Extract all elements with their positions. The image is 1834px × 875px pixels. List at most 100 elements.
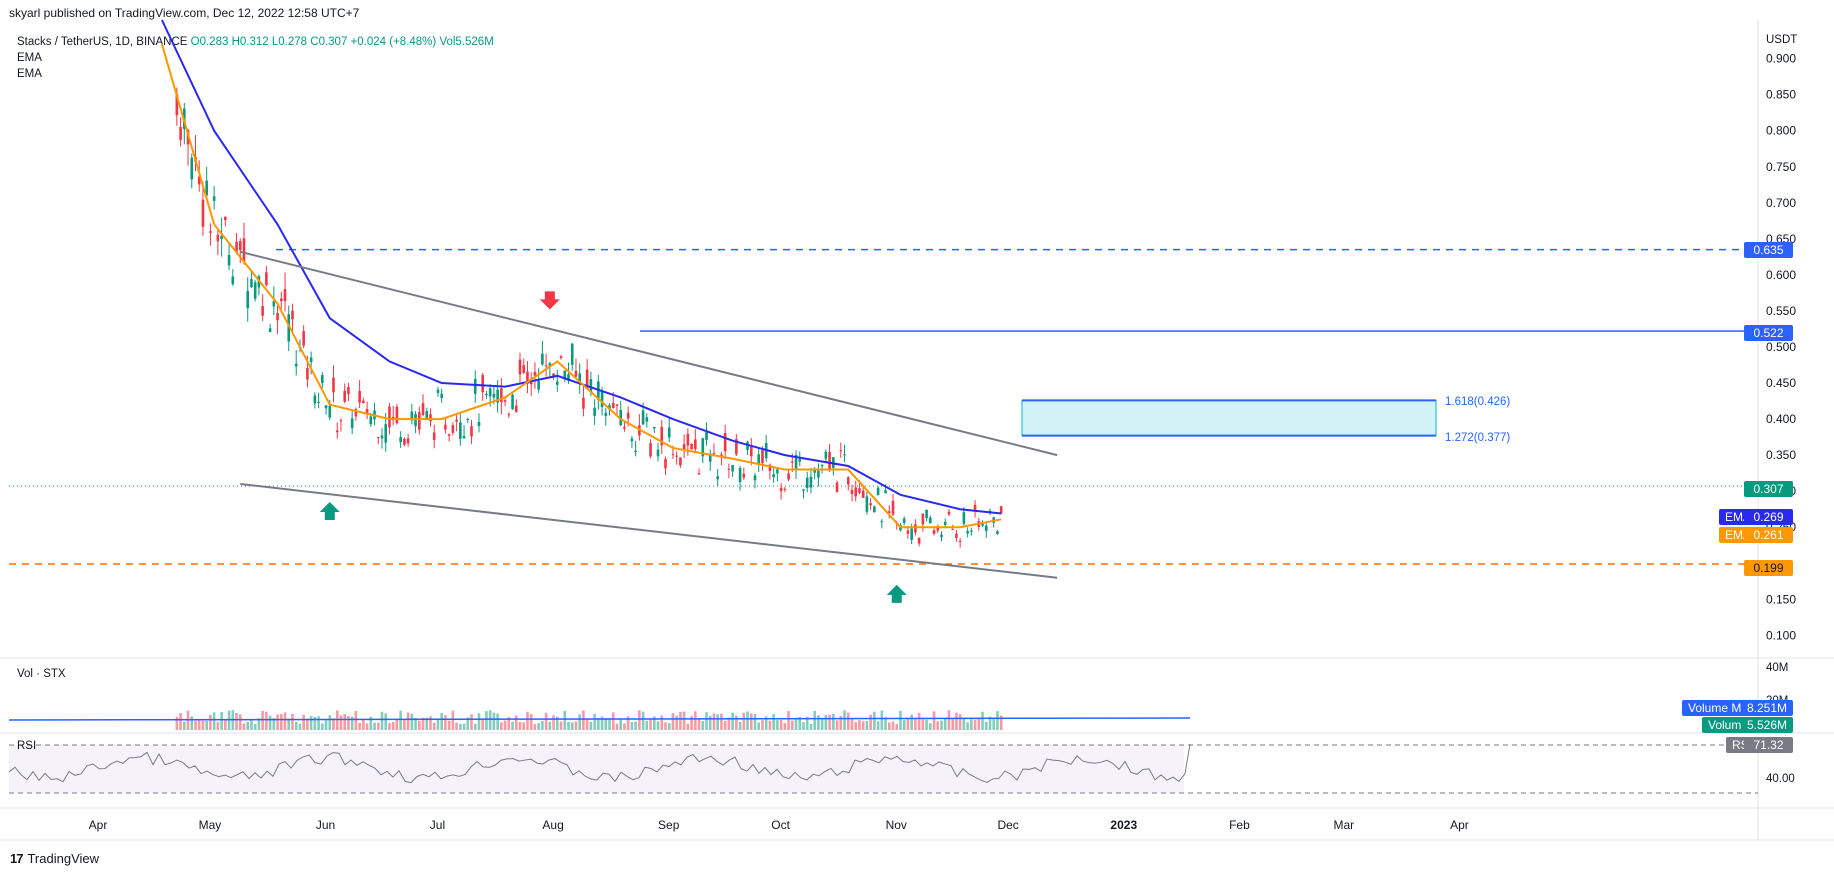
x-tick-label: Oct [771,818,790,832]
volume-bar [712,713,716,730]
volume-bar [705,712,708,730]
volume-bar [552,715,555,730]
tradingview-logo-icon: 17 [10,851,24,866]
candle-body [406,438,410,444]
candle-body [891,500,895,515]
tradingview-footer[interactable]: 17 TradingView [10,851,99,866]
fib-zone [1021,399,1437,437]
candle-body [246,291,250,309]
level-high-badge: 0.635 [1744,242,1793,258]
candle-body [556,381,559,385]
volume-bar [742,712,746,730]
volume-bar [958,714,962,730]
y-tick-label: 0.900 [1766,52,1796,66]
volume-bar [679,711,682,730]
volume-pane-label[interactable]: Vol · STX [17,668,66,680]
candle-body [183,108,186,129]
candle-body [220,235,223,240]
candle-body [884,490,887,494]
symbol-name[interactable]: Stacks / TetherUS, 1D, BINANCE [17,36,188,48]
candle-body [664,459,667,469]
candle-body [727,468,731,470]
volume-bar [522,722,526,730]
volume-bar [615,723,619,730]
volume-bar [623,723,626,730]
candle-body [414,414,417,427]
candle-body [503,400,507,402]
candle-body [701,438,705,457]
candle-body [362,400,365,404]
volume-bar [779,720,783,730]
volume-bar [630,722,634,730]
currency-label: USDT [1766,34,1798,46]
candle-body [846,477,850,485]
volume-bar [791,720,794,730]
candle-body [518,359,522,375]
indicator-ema-2[interactable]: EMA [17,68,42,80]
volume-bar [783,723,787,730]
volume-bar [473,723,477,730]
ohlc-low: L0.278 [271,36,308,48]
volume-bar [600,716,604,730]
rsi-pane-label[interactable]: RSI [17,740,37,752]
candle-body [712,452,716,454]
volume-bar [272,718,276,730]
volume-bar [399,710,402,730]
volume-bar [238,714,242,730]
volume-bar [384,713,388,730]
volume-bar [865,721,869,730]
indicator-ema-1[interactable]: EMA [17,52,42,64]
candle-body [563,370,567,380]
volume-bar [194,720,197,730]
candle-body [850,489,854,495]
candle-body [675,455,678,457]
volume-bar [265,711,268,730]
candle-body [302,331,305,346]
volume-bar [869,714,872,730]
candle-body [735,439,738,455]
candle-body [611,403,615,409]
volume-bar [608,718,611,730]
volume-bar [749,713,753,730]
volume-bar [843,710,846,730]
y-tick-label: 0.550 [1766,304,1796,318]
volume-bar [638,710,641,730]
candle-body [511,394,514,410]
volume-bar [328,715,332,730]
candle-body [906,530,910,534]
volume-bar [805,716,809,730]
rsi-band [9,745,1184,793]
volume-bar [507,717,511,730]
trendline-1 [240,250,1058,457]
candle-body [660,426,664,446]
candle-body [619,409,623,426]
candle-body [600,390,604,408]
volume-bar [813,711,816,730]
candle-body [899,525,902,531]
candle-body [283,289,287,302]
candle-body [212,196,216,201]
candle-body [716,476,719,480]
candle-body [324,405,328,409]
volume-bar [548,721,552,730]
candle-body [984,525,988,531]
volume-bar [977,718,981,730]
volume-bar [794,719,798,730]
candle-body [477,421,481,426]
level-mid-badge: 0.522 [1744,325,1793,341]
volume-bar [462,723,466,730]
candle-body [798,458,802,462]
candle-body [268,328,272,332]
volume-bar [940,720,943,730]
volume-bar [276,714,279,730]
volume-bar [511,721,514,730]
volume-bar [716,714,719,730]
volume-bar [436,718,440,730]
ema20-badge: 0.261 [1744,527,1793,543]
volume-bar [992,719,996,730]
candle-body [593,407,596,416]
candle-body [626,412,630,419]
volume-bar [914,719,917,730]
ema50-badge: 0.269 [1744,509,1793,525]
